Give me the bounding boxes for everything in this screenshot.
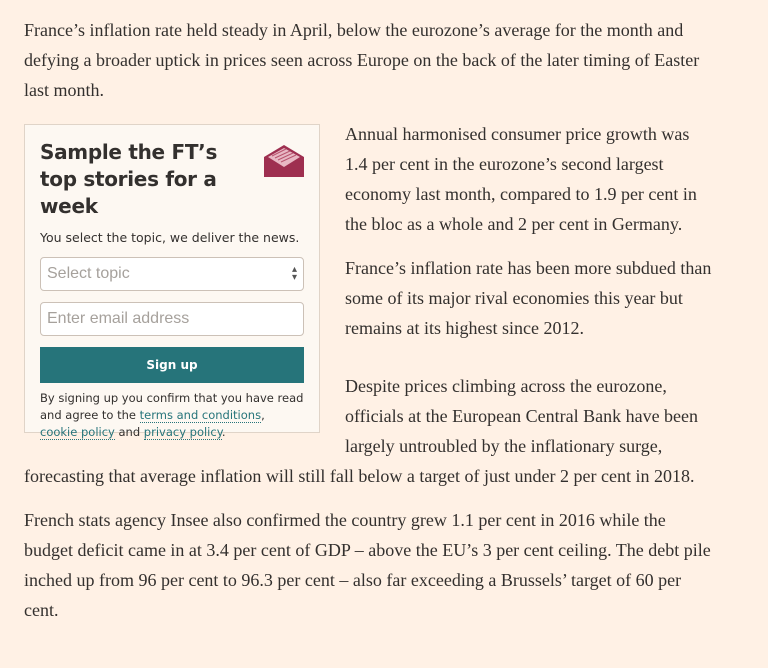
email-input[interactable]: Enter email address — [40, 302, 304, 336]
legal-and: and — [114, 425, 144, 439]
privacy-policy-link[interactable]: privacy policy — [143, 425, 222, 440]
legal-prefix: By signing up you confirm that you have … — [40, 391, 304, 422]
sign-up-button[interactable]: Sign up — [40, 347, 304, 383]
paragraph: Annual harmonised consumer price growth … — [345, 124, 697, 234]
cookie-policy-link[interactable]: cookie policy — [40, 425, 115, 440]
legal-comma: , — [261, 408, 265, 422]
terms-link[interactable]: terms and conditions — [139, 408, 262, 423]
topic-placeholder: Select topic — [47, 265, 130, 282]
select-arrows-icon: ▴ ▾ — [291, 264, 297, 283]
paragraph: France’s inflation rate held steady in A… — [24, 20, 700, 100]
topic-select[interactable]: Select topic ▴ ▾ — [40, 257, 304, 291]
paragraph: France’s inflation rate has been more su… — [345, 258, 712, 338]
promo-title: Sample the FT’s top stories for a week — [40, 140, 218, 218]
promo-subtitle: You select the topic, we deliver the new… — [40, 230, 300, 245]
newsletter-promo: Sample the FT’s top stories for a week Y… — [24, 124, 320, 440]
paragraph: French stats agency Insee also confirmed… — [24, 510, 711, 620]
paragraph: Despite prices climbing across the euroz… — [24, 376, 699, 486]
envelope-icon — [264, 145, 304, 177]
legal-period: . — [221, 425, 226, 439]
email-placeholder: Enter email address — [47, 310, 190, 327]
legal-text: By signing up you confirm that you have … — [40, 390, 304, 441]
article-body: France’s inflation rate held steady in A… — [24, 15, 714, 639]
